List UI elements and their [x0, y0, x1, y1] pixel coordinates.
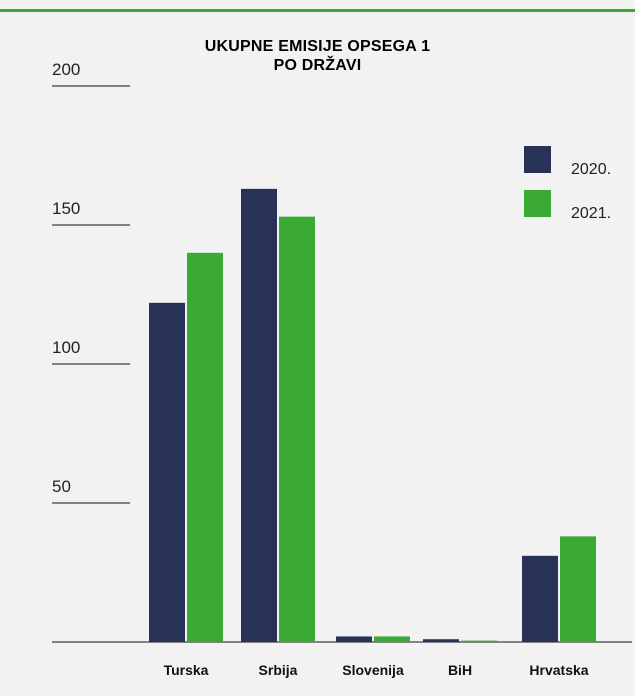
- bar-hrvatska-2021: [560, 536, 596, 642]
- bar-turska-2021: [187, 252, 223, 643]
- chart-title-line-1: UKUPNE EMISIJE OPSEGA 1: [204, 38, 431, 55]
- y-tick-label-150: 150: [52, 199, 80, 218]
- legend-label-2020: 2020.: [571, 161, 611, 178]
- category-label-srbija: Srbija: [259, 662, 298, 678]
- chart-title: UKUPNE EMISIJE OPSEGA 1 PO DRŽAVI: [0, 37, 635, 75]
- bar-hrvatska-2020: [522, 555, 558, 642]
- y-tick-label-200: 200: [52, 60, 80, 79]
- category-label-hrvatska: Hrvatska: [529, 662, 588, 678]
- bar-srbija-2021: [279, 216, 315, 642]
- y-tick-label-100: 100: [52, 338, 80, 357]
- bar-slovenija-2021: [374, 636, 410, 642]
- legend-swatch-2020: [524, 146, 551, 173]
- category-label-turska: Turska: [164, 662, 209, 678]
- legend-label-2021: 2021.: [571, 205, 611, 222]
- y-tick-label-50: 50: [52, 477, 71, 496]
- bar-bih-2020: [423, 639, 459, 642]
- category-label-bih: BiH: [448, 662, 472, 678]
- bar-turska-2020: [149, 302, 185, 642]
- chart-title-line-2: PO DRŽAVI: [273, 57, 362, 74]
- legend-swatch-2021: [524, 190, 551, 217]
- category-label-slovenija: Slovenija: [342, 662, 404, 678]
- bar-srbija-2020: [241, 188, 277, 643]
- bar-bih-2021: [461, 640, 497, 642]
- bar-slovenija-2020: [336, 636, 372, 642]
- top-accent-rule: [0, 9, 635, 12]
